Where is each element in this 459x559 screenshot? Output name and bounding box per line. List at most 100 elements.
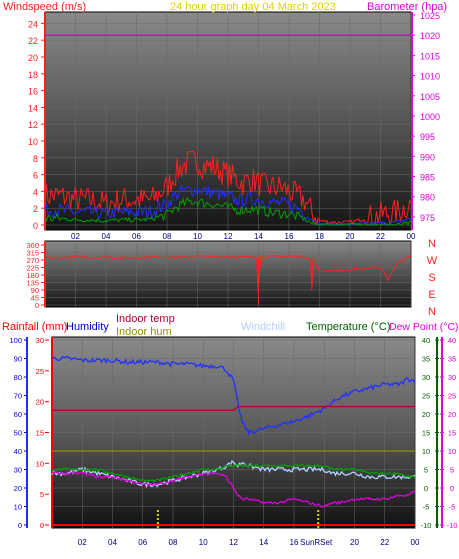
top-x-tick-label: 12	[224, 232, 233, 241]
compass-label: N	[428, 238, 436, 250]
dewpoint-tick-label: 30	[448, 373, 456, 382]
legend-indoor-temp: Indoor temp	[116, 313, 175, 325]
temp-tick-label: -5	[423, 503, 430, 512]
top-right-tick-label: 1025	[420, 11, 440, 21]
top-x-tick-label: 10	[193, 232, 202, 241]
dewpoint-tick-label: 5	[450, 466, 454, 475]
direction-tick-label: 135	[26, 279, 39, 288]
bottom-x-tick-label: 20	[350, 538, 359, 547]
top-left-tick-label: 2	[33, 204, 38, 214]
top-right-tick-label: 985	[420, 173, 435, 183]
humidity-tick-label: 50	[14, 429, 22, 438]
humidity-tick-label: 80	[14, 373, 22, 382]
bottom-x-tick-label: 02	[78, 538, 87, 547]
direction-tick-label: 90	[31, 286, 39, 295]
direction-tick-label: 315	[26, 249, 39, 258]
dewpoint-tick-label: 25	[448, 392, 456, 401]
top-left-tick-label: 18	[28, 70, 38, 80]
humidity-tick-label: 30	[14, 466, 22, 475]
dewpoint-tick-label: 20	[448, 410, 456, 419]
top-left-tick-label: 22	[28, 36, 38, 46]
legend-temperature: Temperature (°C)	[306, 321, 390, 333]
top-x-tick-label: 00	[407, 232, 416, 241]
top-x-tick-label: 18	[315, 232, 324, 241]
top-right-tick-label: 980	[420, 193, 435, 203]
bottom-x-tick-label: 04	[108, 538, 117, 547]
direction-tick-label: 225	[26, 264, 39, 273]
wind-series-gust	[44, 150, 412, 226]
temp-tick-label: 5	[424, 466, 428, 475]
rain-tick-label: 10	[36, 459, 44, 468]
legend-indoor-hum: Indoor hum	[116, 326, 172, 338]
legend-windchill: Windchill	[241, 321, 285, 333]
top-left-tick-label: 0	[33, 221, 38, 231]
direction-tick-label: 270	[26, 256, 39, 265]
top-left-tick-label: 8	[33, 154, 38, 164]
rain-tick-label: 25	[36, 367, 44, 376]
top-right-tick-label: 1000	[420, 112, 440, 122]
top-x-tick-label: 16	[285, 232, 294, 241]
humidity-tick-label: 0	[18, 521, 22, 530]
top-x-tick-label: 08	[163, 232, 172, 241]
direction-trace	[44, 254, 412, 291]
legend-rainfall: Rainfall (mm)	[2, 321, 67, 333]
bottom-x-tick-label: 10	[199, 538, 208, 547]
temp-tick-label: 25	[422, 392, 430, 401]
legend-humidity: Humidity	[66, 321, 109, 333]
compass-label: S	[428, 272, 435, 284]
temp-tick-label: 10	[422, 447, 430, 456]
rain-tick-label: 15	[36, 429, 44, 438]
sunrise-sunset-label: SunRSet	[300, 538, 333, 547]
bottom-x-tick-label: 06	[138, 538, 147, 547]
top-x-tick-label: 04	[102, 232, 111, 241]
top-x-tick-label: 22	[376, 232, 385, 241]
top-left-tick-label: 12	[28, 120, 38, 130]
humidity-tick-label: 60	[14, 410, 22, 419]
bottom-series-dew-point	[51, 471, 416, 508]
temp-tick-label: 30	[422, 373, 430, 382]
humidity-tick-label: 40	[14, 447, 22, 456]
top-x-tick-label: 14	[254, 232, 263, 241]
top-right-tick-label: 1005	[420, 92, 440, 102]
direction-tick-label: 45	[31, 294, 39, 303]
top-left-tick-label: 20	[28, 53, 38, 63]
rain-tick-label: 5	[40, 490, 44, 499]
rain-tick-label: 0	[40, 521, 44, 530]
bottom-x-tick-label: 08	[169, 538, 178, 547]
bottom-series-temperature	[51, 463, 416, 483]
top-x-tick-label: 06	[132, 232, 141, 241]
top-right-tick-label: 975	[420, 213, 435, 223]
top-x-tick-label: 02	[71, 232, 80, 241]
dewpoint-tick-label: -5	[449, 503, 456, 512]
top-left-tick-label: 6	[33, 171, 38, 181]
legend-dew-point: Dew Point (°C)	[389, 321, 459, 333]
top-left-tick-label: 14	[28, 103, 38, 113]
graph-date-title: 24 hour graph day 04 March 2023	[170, 1, 336, 13]
top-left-tick-label: 16	[28, 87, 38, 97]
wind-series-min	[44, 196, 412, 226]
temp-tick-label: 0	[424, 484, 428, 493]
rain-tick-label: 20	[36, 398, 44, 407]
dewpoint-tick-label: 15	[448, 429, 456, 438]
temp-tick-label: 35	[422, 355, 430, 364]
top-right-tick-label: 990	[420, 152, 435, 162]
direction-tick-label: 360	[26, 241, 39, 250]
top-right-tick-label: 995	[420, 132, 435, 142]
dewpoint-tick-label: -10	[447, 521, 458, 530]
top-right-tick-label: 1015	[420, 51, 440, 61]
compass-label: N	[428, 306, 436, 318]
top-x-tick-label: 20	[346, 232, 355, 241]
temp-tick-label: 15	[422, 429, 430, 438]
top-right-tick-label: 1020	[420, 31, 440, 41]
bottom-series-humidity	[51, 355, 416, 436]
windspeed-axis-title: Windspeed (m/s)	[3, 1, 86, 13]
direction-tick-label: 0	[35, 301, 39, 310]
bottom-series-windchill	[51, 460, 416, 489]
humidity-tick-label: 100	[9, 336, 22, 345]
bottom-x-tick-label: 12	[229, 538, 238, 547]
temp-tick-label: 40	[422, 336, 430, 345]
top-left-tick-label: 24	[28, 19, 38, 29]
bottom-x-tick-label: 00	[411, 538, 420, 547]
